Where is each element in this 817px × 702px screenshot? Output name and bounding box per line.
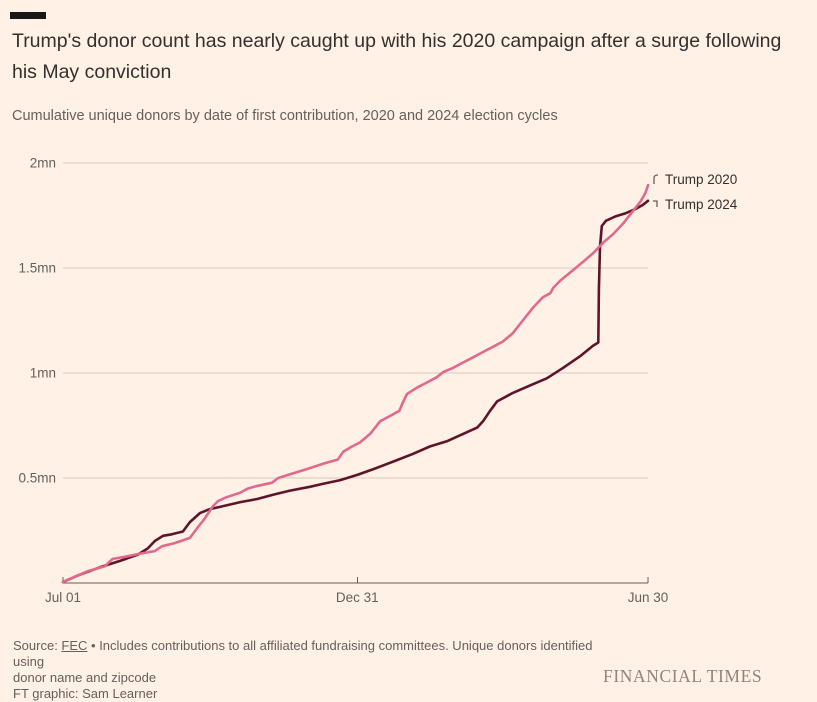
credit-line: FT graphic: Sam Learner: [13, 686, 158, 701]
source-prefix: Source:: [13, 638, 62, 653]
line-trump-2020: [61, 183, 650, 584]
ft-top-bar: [10, 12, 46, 19]
x-axis-tick-label: Jun 30: [628, 590, 669, 605]
y-axis-tick-label: 1.5mn: [18, 261, 56, 276]
chart-legend: Trump 2020 Trump 2024: [652, 169, 737, 219]
legend-item-trump-2024: Trump 2024: [652, 194, 737, 214]
source-line-1: Source: FEC • Includes contributions to …: [13, 638, 613, 670]
chart-title: Trump's donor count has nearly caught up…: [12, 30, 782, 83]
x-axis-tick-label: Jul 01: [45, 590, 81, 605]
chart-subtitle: Cumulative unique donors by date of firs…: [12, 108, 558, 124]
legend-item-trump-2020: Trump 2020: [652, 169, 737, 189]
y-axis-tick-label: 1mn: [30, 366, 56, 381]
line-trump-2024: [61, 199, 650, 584]
y-axis-tick-label: 0.5mn: [18, 471, 56, 486]
source-note: Source: FEC • Includes contributions to …: [13, 638, 613, 702]
legend-label-trump-2024: Trump 2024: [665, 196, 738, 212]
source-link-fec[interactable]: FEC: [61, 638, 88, 653]
ft-logo: FINANCIAL TIMES: [603, 666, 763, 686]
legend-label-trump-2020: Trump 2020: [665, 171, 738, 187]
y-axis-tick-label: 2mn: [30, 156, 56, 171]
line-end-squiggle-icon: [653, 199, 658, 207]
line-end-squiggle-icon: [653, 173, 659, 184]
source-line-2: donor name and zipcode: [13, 670, 157, 685]
source-rest: • Includes contributions to all affiliat…: [13, 638, 593, 669]
x-axis-tick-label: Dec 31: [336, 590, 379, 605]
